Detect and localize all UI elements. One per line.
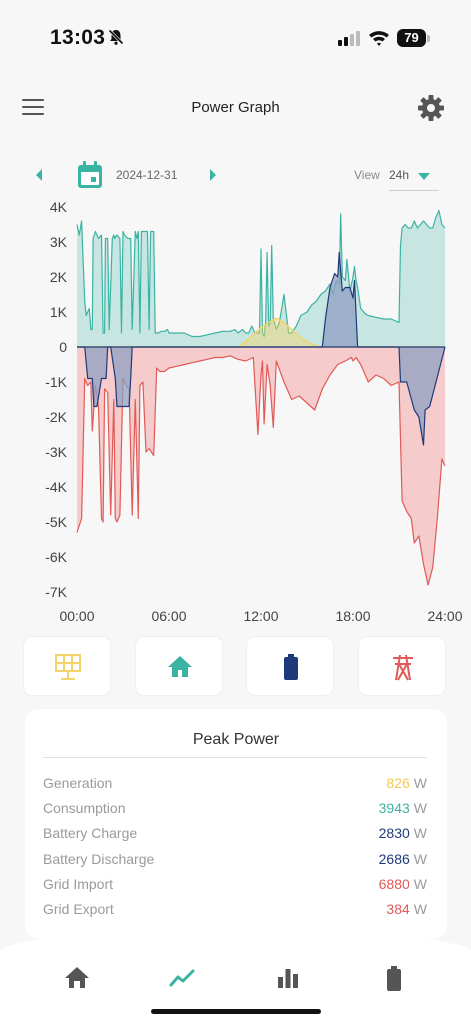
y-tick-label: 4K: [50, 199, 68, 215]
peak-row-unit: W: [413, 825, 427, 842]
status-battery-tip: [427, 35, 430, 42]
peak-row-unit: W: [413, 850, 427, 867]
home-indicator: [151, 1009, 321, 1014]
peak-row-number: 2686: [378, 850, 410, 867]
y-tick-label: 3K: [50, 234, 68, 250]
home-tab-icon[interactable]: [63, 964, 91, 992]
yellow-series-area: [77, 318, 445, 347]
peak-row-value: 384 W: [386, 901, 427, 917]
peak-row-label: Battery Charge: [43, 825, 138, 842]
previous-day-arrow-icon[interactable]: [34, 168, 44, 182]
peak-row-label: Grid Import: [43, 875, 114, 892]
wifi-icon: [369, 31, 389, 46]
peak-row-label: Generation: [43, 775, 113, 791]
view-range-select[interactable]: 24h: [389, 162, 439, 191]
divider: [43, 757, 427, 758]
peak-row-unit: W: [413, 775, 427, 791]
peak-row-label: Battery Discharge: [43, 850, 155, 867]
solar-panel-icon: [55, 654, 81, 680]
teal-series-line: [76, 209, 446, 338]
calendar-icon[interactable]: [77, 161, 103, 189]
y-tick-label: -2K: [45, 409, 67, 425]
y-tick-label: -6K: [45, 549, 67, 565]
graph-tab-icon[interactable]: [168, 964, 196, 992]
peak-row-value: 826 W: [386, 775, 427, 791]
peak-row-unit: W: [413, 901, 427, 917]
peak-row: Generation 826 W: [43, 775, 427, 797]
peak-power-title: Peak Power: [192, 731, 280, 748]
red-series-line: [76, 355, 446, 586]
peak-row-number: 384: [386, 901, 410, 917]
status-time: 13:03: [50, 26, 106, 49]
muted-bell-icon: [108, 29, 124, 45]
bar-chart-tab-icon[interactable]: [274, 964, 302, 992]
peak-row-unit: W: [413, 875, 427, 892]
y-tick-label: -5K: [45, 514, 67, 530]
next-day-arrow-icon[interactable]: [208, 168, 218, 182]
yellow-series-line: [77, 317, 445, 348]
menu-button[interactable]: [20, 96, 46, 118]
x-tick-label: 06:00: [151, 608, 186, 624]
x-tick-label: 18:00: [335, 608, 370, 624]
peak-row: Battery Charge 2830 W: [43, 825, 427, 847]
battery-icon: [284, 654, 298, 680]
cellular-signal-icon: [338, 31, 360, 46]
x-tick-label: 12:00: [243, 608, 278, 624]
peak-row-value: 6880 W: [379, 876, 427, 892]
power-tower-icon: [393, 654, 413, 681]
y-tick-label: -1K: [45, 374, 67, 390]
menu-icon-bar: [22, 113, 44, 115]
peak-row: Consumption 3943 W: [43, 800, 427, 822]
y-tick-label: 1K: [50, 304, 68, 320]
peak-row-value: 2686 W: [379, 851, 427, 867]
status-battery-level: 79: [397, 29, 426, 47]
peak-row-number: 6880: [378, 875, 410, 892]
y-tick-label: 2K: [50, 269, 68, 285]
y-tick-label: -3K: [45, 444, 67, 460]
generation-card-button[interactable]: [24, 637, 110, 695]
peak-row-value: 3943 W: [379, 800, 427, 816]
peak-row-number: 3943: [378, 800, 410, 817]
peak-row-number: 2830: [378, 825, 410, 842]
page-title: Power Graph: [191, 99, 280, 116]
view-range-value: 24h: [389, 168, 410, 182]
date-navigation: 2024-12-31 View 24h: [0, 158, 471, 194]
y-tick-label: -7K: [45, 584, 67, 600]
menu-icon-bar: [22, 106, 44, 108]
dropdown-caret-icon: [418, 173, 430, 180]
y-tick-label: -4K: [45, 479, 67, 495]
peak-row-number: 826: [386, 775, 410, 791]
menu-icon: [22, 99, 44, 101]
peak-row-label: Consumption: [43, 800, 126, 817]
settings-gear-icon[interactable]: [417, 94, 445, 122]
battery-card-button[interactable]: [247, 637, 333, 695]
peak-power-card: Peak Power Generation 826 W Consumption 3943…: [25, 709, 447, 939]
peak-row: Grid Import 6880 W: [43, 876, 427, 898]
status-bar: 13:03 79: [0, 0, 471, 76]
power-chart-svg: 4K 3K 2K 1K 0 -1K -2K -3K -4K -5K -6K -7K 00:00 06:00…: [45, 199, 463, 624]
view-label: View: [354, 168, 380, 182]
y-tick-label: 0: [59, 339, 67, 355]
selected-date[interactable]: 2024-12-31: [116, 168, 178, 182]
navy-series-area: [77, 252, 445, 445]
battery-tab-icon[interactable]: [380, 964, 408, 992]
peak-row: Grid Export 384 W: [43, 901, 427, 923]
peak-row: Battery Discharge 2686 W: [43, 851, 427, 873]
peak-row-unit: W: [413, 800, 427, 817]
power-chart: 4K 3K 2K 1K 0 -1K -2K -3K -4K -5K -6K -7K 00:00 06:00…: [0, 196, 471, 632]
x-tick-label: 00:00: [59, 608, 94, 624]
home-icon: [168, 656, 192, 677]
peak-row-value: 2830 W: [379, 825, 427, 841]
header: Power Graph: [0, 80, 471, 136]
x-tick-label: 24:00: [427, 608, 462, 624]
grid-card-button[interactable]: [359, 637, 445, 695]
consumption-card-button[interactable]: [136, 637, 222, 695]
peak-row-label: Grid Export: [43, 901, 114, 917]
